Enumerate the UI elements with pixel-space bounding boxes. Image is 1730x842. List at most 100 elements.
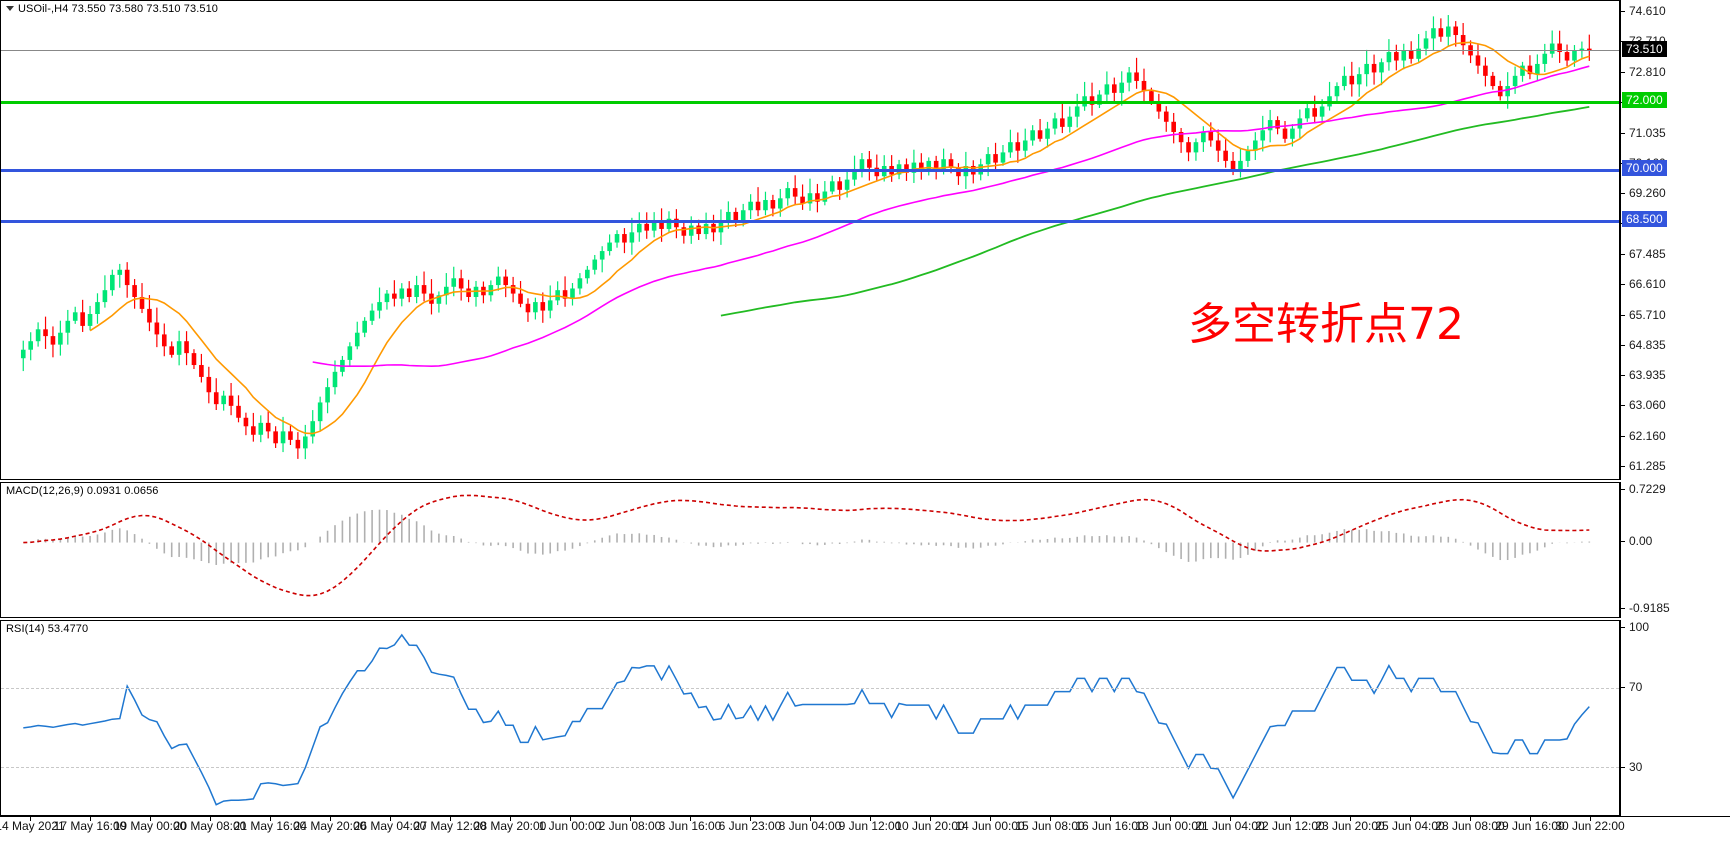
support-level-70-tag[interactable]: 70.000 <box>1622 160 1667 177</box>
time-axis-label: 14 May 2021 <box>0 819 65 833</box>
rsi-series <box>23 633 1590 806</box>
price-scale-tick-label: 66.610 <box>1629 276 1666 291</box>
price-scale-tick-mark <box>1621 193 1625 195</box>
time-axis-label: 27 May 12:00 <box>413 819 487 833</box>
macd-scale-tick-label: 0.00 <box>1629 534 1653 549</box>
price-scale-tick-mark <box>1621 254 1625 256</box>
macd-indicator-plot-area <box>1 483 1619 617</box>
price-scale-tick-label: 63.935 <box>1629 368 1666 383</box>
last-price-level-line[interactable] <box>1 49 1619 51</box>
time-axis-label: 6 Jun 23:00 <box>718 819 782 833</box>
rsi-scale-tick-label: 100 <box>1629 620 1650 634</box>
time-axis-tick <box>1530 817 1531 821</box>
price-scale-tick-mark <box>1621 10 1625 12</box>
time-axis-tick <box>1470 817 1471 821</box>
price-scale-tick-mark <box>1621 132 1625 134</box>
rsi-scale-tick-label: 70 <box>1629 680 1643 694</box>
price-scale-tick-mark <box>1621 344 1625 346</box>
time-axis-label: 24 May 20:00 <box>293 819 367 833</box>
rsi-indicator-plot-area <box>1 621 1619 815</box>
time-axis-tick <box>690 817 691 821</box>
time-axis-tick <box>1290 817 1291 821</box>
price-scale-tick-label: 63.060 <box>1629 398 1666 413</box>
macd-indicator-label: MACD(12,26,9) 0.0931 0.0656 <box>6 485 159 497</box>
time-axis-tick <box>150 817 151 821</box>
price-scale-tick-mark <box>1621 72 1625 74</box>
time-axis-tick <box>330 817 331 821</box>
time-axis-label: 28 Jun 08:00 <box>1435 819 1505 833</box>
time-axis-tick <box>450 817 451 821</box>
time-axis-label: 17 May 16:00 <box>53 819 127 833</box>
price-scale-tick-label: 61.285 <box>1629 458 1666 473</box>
time-axis-label: 21 May 16:00 <box>233 819 307 833</box>
candlestick-series <box>20 15 1592 460</box>
time-axis-tick <box>570 817 571 821</box>
time-axis-label: 16 Jun 16:00 <box>1075 819 1145 833</box>
time-axis-label: 1 Jun 00:00 <box>538 819 602 833</box>
price-chart-label: USOil-,H4 73.550 73.580 73.510 73.510 <box>6 3 218 15</box>
resistance-level-72-tag[interactable]: 72.000 <box>1622 92 1667 109</box>
time-axis-label: 23 Jun 20:00 <box>1315 819 1385 833</box>
rsi-indicator-label: RSI(14) 53.4770 <box>6 623 88 635</box>
triangle-down-icon[interactable] <box>6 5 14 11</box>
price-chart-panel: USOil-,H4 73.550 73.580 73.510 73.510 <box>0 0 1620 480</box>
price-scale-tick-label: 74.610 <box>1629 3 1666 18</box>
time-axis-tick <box>1170 817 1171 821</box>
time-axis-label: 30 Jun 22:00 <box>1555 819 1625 833</box>
price-scale-tick-label: 69.260 <box>1629 186 1666 201</box>
time-axis-tick <box>630 817 631 821</box>
support-level-685-line[interactable] <box>1 220 1619 224</box>
macd-series <box>23 494 1591 597</box>
time-axis-label: 8 Jun 04:00 <box>778 819 842 833</box>
macd-indicator-panel: MACD(12,26,9) 0.0931 0.0656 <box>0 482 1620 618</box>
time-axis-tick <box>210 817 211 821</box>
support-level-70-line[interactable] <box>1 169 1619 173</box>
time-axis-tick <box>810 817 811 821</box>
time-axis-tick <box>90 817 91 821</box>
price-scale-tick-mark <box>1621 465 1625 467</box>
resistance-level-72-line[interactable] <box>1 101 1619 105</box>
rsi-indicator-label-text: RSI(14) 53.4770 <box>6 623 89 635</box>
price-scale-tick-label: 72.810 <box>1629 65 1666 80</box>
price-chart-label-text: USOil-,H4 73.550 73.580 73.510 73.510 <box>18 3 219 15</box>
time-axis-label: 3 Jun 16:00 <box>658 819 722 833</box>
time-axis-tick <box>930 817 931 821</box>
time-axis-tick <box>1410 817 1411 821</box>
rsi-scale-tick-mark <box>1621 767 1625 768</box>
time-axis-label: 29 Jun 16:00 <box>1495 819 1565 833</box>
price-scale: 74.61073.71072.81071.93571.03570.16069.2… <box>1620 0 1730 480</box>
time-axis-tick <box>1110 817 1111 821</box>
time-axis-label: 18 Jun 00:00 <box>1135 819 1205 833</box>
time-axis-tick <box>30 817 31 821</box>
price-scale-tick-label: 67.485 <box>1629 247 1666 262</box>
time-axis-label: 25 Jun 04:00 <box>1375 819 1445 833</box>
time-axis-label: 9 Jun 12:00 <box>838 819 902 833</box>
price-scale-tick-mark <box>1621 405 1625 407</box>
time-axis-label: 21 Jun 04:00 <box>1195 819 1265 833</box>
macd-scale-tick-label: 0.7229 <box>1629 482 1666 497</box>
price-scale-tick-mark <box>1621 435 1625 437</box>
macd-scale-tick-mark <box>1621 541 1625 543</box>
macd-scale-tick-mark <box>1621 489 1625 491</box>
time-axis-tick <box>1050 817 1051 821</box>
time-axis-label: 14 Jun 00:00 <box>955 819 1025 833</box>
rsi-scale-tick-mark <box>1621 627 1625 628</box>
rsi-band-line <box>1 767 1619 769</box>
price-chart-plot-area <box>1 1 1619 479</box>
price-scale-tick-label: 64.835 <box>1629 337 1666 352</box>
time-axis-label: 28 May 20:00 <box>473 819 547 833</box>
macd-scale-tick-mark <box>1621 607 1625 609</box>
time-axis-label: 2 Jun 08:00 <box>598 819 662 833</box>
support-level-685-tag[interactable]: 68.500 <box>1622 211 1667 228</box>
time-axis[interactable]: 14 May 2021 17 May 16:00 19 May 00:00 20 Ma… <box>0 816 1730 842</box>
price-scale-tick-label: 71.035 <box>1629 125 1666 140</box>
time-axis-tick <box>750 817 751 821</box>
time-axis-label: 26 May 04:00 <box>353 819 427 833</box>
last-price-level-tag[interactable]: 73.510 <box>1622 40 1667 57</box>
macd-indicator-label-text: MACD(12,26,9) 0.0931 0.0656 <box>6 485 159 497</box>
time-axis-tick <box>1230 817 1231 821</box>
price-scale-tick-mark <box>1621 375 1625 377</box>
time-axis-label: 20 May 08:00 <box>173 819 247 833</box>
time-axis-tick <box>510 817 511 821</box>
